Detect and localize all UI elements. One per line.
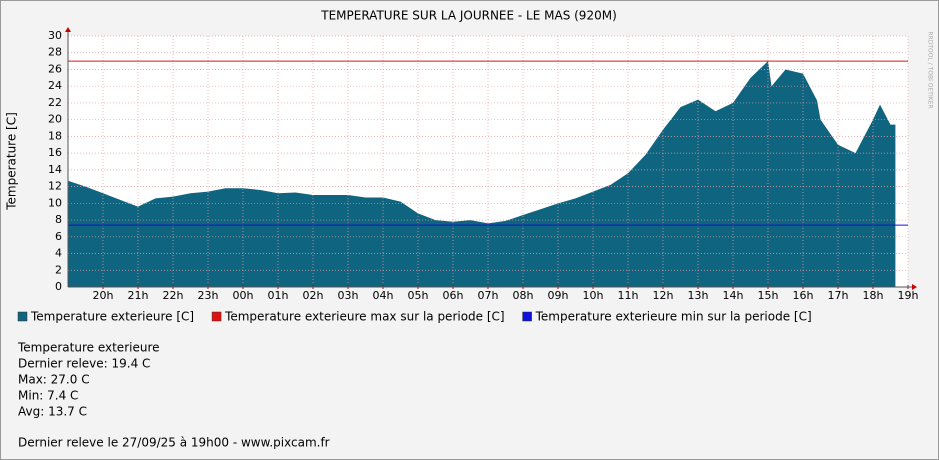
- x-tick-label: 22h: [163, 289, 184, 302]
- y-tick-label: 14: [48, 163, 62, 176]
- y-tick-label: 26: [48, 62, 62, 75]
- legend-label: Temperature exterieure [C]: [30, 310, 194, 324]
- x-tick-label: 21h: [128, 289, 149, 302]
- legend-swatch: [211, 311, 222, 322]
- x-tick-label: 00h: [233, 289, 254, 302]
- x-tick-label: 08h: [513, 289, 534, 302]
- y-tick-label: 30: [48, 29, 62, 42]
- x-tick-label: 09h: [548, 289, 569, 302]
- x-tick-label: 15h: [758, 289, 779, 302]
- x-tick-label: 07h: [478, 289, 499, 302]
- y-tick-label: 6: [55, 230, 62, 243]
- x-tick-label: 06h: [443, 289, 464, 302]
- y-tick-label: 24: [48, 79, 62, 92]
- stat-line: Max: 27.0 C: [18, 373, 90, 387]
- y-tick-label: 28: [48, 46, 62, 59]
- x-tick-label: 23h: [198, 289, 219, 302]
- y-tick-label: 22: [48, 96, 62, 109]
- y-tick-label: 2: [55, 263, 62, 276]
- x-tick-label: 01h: [268, 289, 289, 302]
- x-tick-label: 18h: [863, 289, 884, 302]
- y-tick-label: 18: [48, 129, 62, 142]
- y-tick-label: 16: [48, 146, 62, 159]
- footer: Dernier releve le 27/09/25 à 19h00 - www…: [18, 436, 330, 450]
- axis-arrow: [912, 284, 917, 290]
- stat-line: Avg: 13.7 C: [18, 405, 87, 419]
- axis-arrow: [65, 27, 71, 32]
- y-tick-label: 0: [55, 280, 62, 293]
- y-tick-label: 4: [55, 247, 62, 260]
- x-tick-label: 02h: [303, 289, 324, 302]
- x-tick-label: 10h: [583, 289, 604, 302]
- x-tick-label: 03h: [338, 289, 359, 302]
- x-tick-label: 05h: [408, 289, 429, 302]
- y-axis-label: Temperature [C]: [5, 112, 19, 211]
- stat-line: Temperature exterieure: [17, 341, 160, 355]
- area: [68, 61, 896, 287]
- y-tick-label: 10: [48, 196, 62, 209]
- watermark: RRDTOOL / TOBI OETIKER: [927, 31, 934, 108]
- legend-swatch: [522, 311, 532, 322]
- x-tick-label: 04h: [373, 289, 394, 302]
- legend-swatch: [17, 311, 28, 322]
- x-tick-label: 14h: [723, 289, 744, 302]
- stat-line: Dernier releve: 19.4 C: [18, 357, 150, 371]
- x-tick-label: 12h: [653, 289, 674, 302]
- x-tick-label: 17h: [828, 289, 849, 302]
- legend-label: Temperature exterieure max sur la period…: [224, 310, 505, 324]
- x-tick-label: 13h: [688, 289, 709, 302]
- x-tick-label: 19h: [898, 289, 919, 302]
- stat-line: Min: 7.4 C: [18, 389, 78, 403]
- x-tick-label: 11h: [618, 289, 639, 302]
- y-tick-label: 8: [55, 213, 62, 226]
- x-tick-label: 16h: [793, 289, 814, 302]
- y-tick-label: 20: [48, 113, 62, 126]
- y-tick-label: 12: [48, 180, 62, 193]
- x-tick-label: 20h: [93, 289, 114, 302]
- legend-label: Temperature exterieure min sur la period…: [535, 310, 812, 324]
- chart-title: TEMPERATURE SUR LA JOURNEE - LE MAS (920…: [320, 9, 617, 23]
